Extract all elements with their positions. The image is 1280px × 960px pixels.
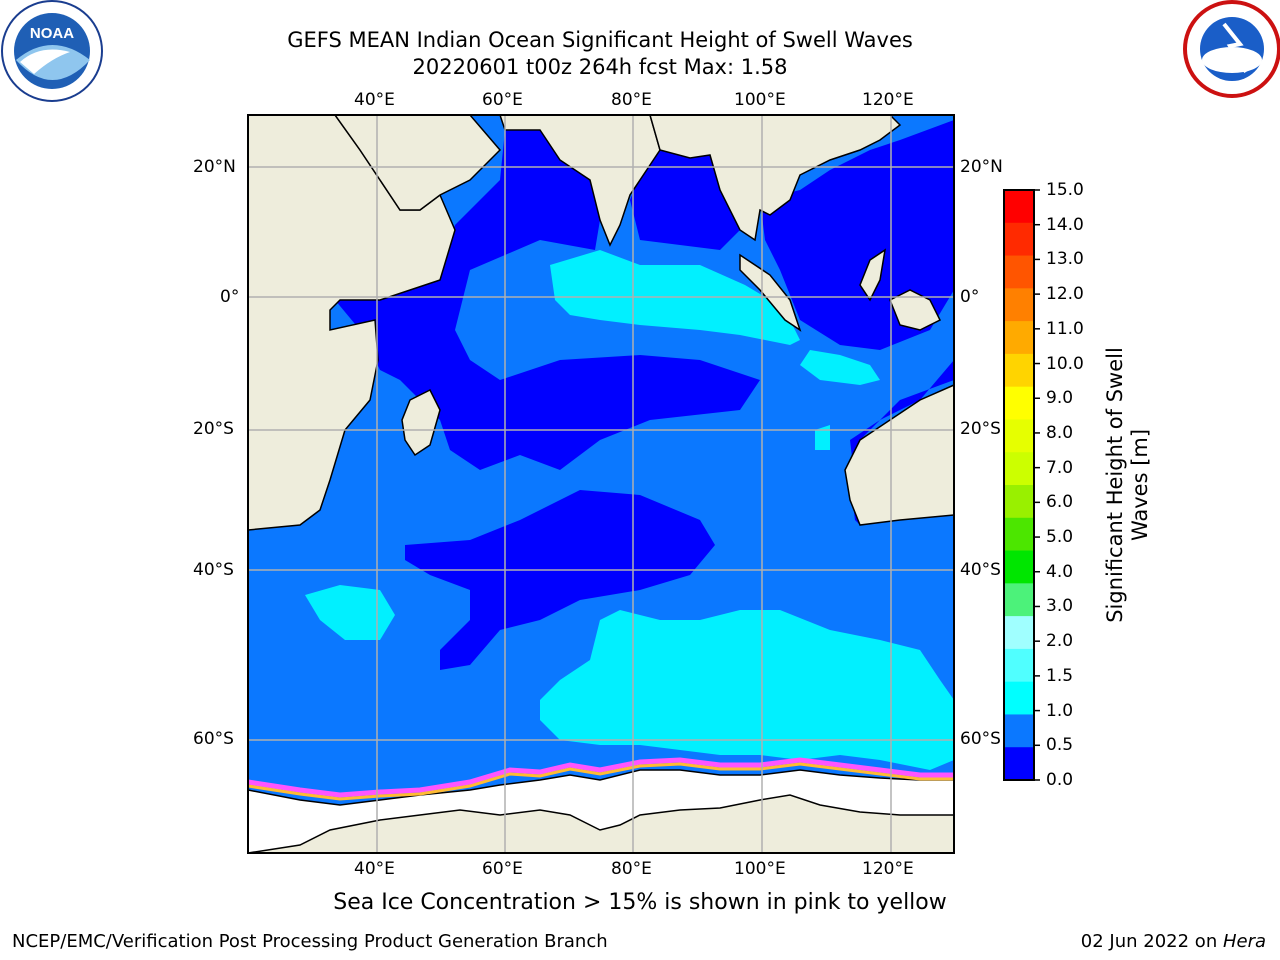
colorbar-tick-label: 0.5 — [1046, 735, 1074, 756]
colorbar-tick-label: 4.0 — [1046, 561, 1074, 582]
colorbar-frame — [1003, 189, 1035, 781]
lat-tick-left-60s: 60°S — [193, 729, 234, 749]
lon-tick-bottom-100e: 100°E — [734, 859, 786, 879]
chart-title-line1: GEFS MEAN Indian Ocean Significant Heigh… — [287, 28, 913, 52]
sulawesi-land — [889, 289, 942, 331]
lat-tick-left-20s: 20°S — [193, 419, 234, 439]
lat-tick-right-60s: 60°S — [960, 729, 1001, 749]
colorbar-segment — [1004, 452, 1034, 486]
lon-tick-bottom-60e: 60°E — [482, 859, 523, 879]
australia-land — [844, 384, 954, 526]
lon-tick-top-80e: 80°E — [611, 90, 652, 110]
lat-tick-left-40s: 40°S — [193, 560, 234, 580]
colorbar-tick-label: 15.0 — [1046, 180, 1084, 200]
colorbar-segment — [1004, 321, 1034, 355]
map-frame — [247, 114, 955, 854]
colorbar-tick-label: 9.0 — [1046, 388, 1074, 409]
swell-low-regions — [335, 120, 954, 670]
lat-tick-left-20n: 20°N — [193, 157, 236, 177]
colorbar-tick-label: 3.0 — [1046, 596, 1074, 617]
antarctica-land — [248, 794, 954, 853]
colorbar-title-line1: Significant Height of Swell — [1103, 347, 1127, 623]
map-plot-area — [247, 114, 955, 854]
colorbar-segment — [1004, 747, 1034, 781]
borneo-land — [859, 248, 887, 302]
colorbar-segment — [1004, 583, 1034, 617]
colorbar-tick-label: 5.0 — [1046, 527, 1074, 548]
colorbar-tick-label: 14.0 — [1046, 214, 1084, 235]
colorbar-tick-label: 10.0 — [1046, 353, 1084, 374]
land-masses — [248, 115, 954, 853]
ice-edge-pink — [248, 757, 954, 798]
lat-tick-right-40s: 40°S — [960, 560, 1001, 580]
lat-tick-right-20s: 20°S — [960, 419, 1001, 439]
nws-logo — [1183, 0, 1280, 98]
lon-tick-bottom-80e: 80°E — [611, 859, 652, 879]
colorbar-tick-label: 6.0 — [1046, 492, 1074, 513]
colorbar-segment — [1004, 550, 1034, 584]
colorbar-segment — [1004, 255, 1034, 289]
lon-tick-top-60e: 60°E — [482, 90, 523, 110]
colorbar-segment — [1004, 353, 1034, 388]
colorbar-segment — [1004, 419, 1034, 453]
colorbar-tick-label: 13.0 — [1046, 249, 1084, 270]
colorbar-title-line2: Waves [m] — [1128, 428, 1152, 542]
colorbar-segment — [1004, 386, 1034, 420]
lon-tick-top-40e: 40°E — [354, 90, 395, 110]
colorbar-segment — [1004, 681, 1034, 715]
asia-land — [649, 115, 902, 242]
colorbar-tick-label: 12.0 — [1046, 284, 1084, 305]
colorbar-tick-label: 7.0 — [1046, 457, 1074, 478]
footer-date: 02 Jun 2022 on Hera — [1081, 931, 1266, 952]
ice-edge-yellow — [248, 762, 954, 801]
lon-tick-bottom-40e: 40°E — [354, 859, 395, 879]
footer-credit: NCEP/EMC/Verification Post Processing Pr… — [12, 931, 608, 952]
chart-title-line2: 20220601 t00z 264h fcst Max: 1.58 — [412, 55, 788, 79]
noaa-logo: NOAA — [1, 0, 103, 102]
colorbar-segment — [1004, 616, 1034, 650]
colorbar-tick-label: 8.0 — [1046, 422, 1074, 443]
lat-tick-left-0: 0° — [220, 287, 240, 307]
lat-tick-right-20n: 20°N — [960, 157, 1003, 177]
colorbar-segment — [1004, 648, 1034, 683]
colorbar-segment — [1004, 714, 1034, 748]
colorbar-segment — [1004, 288, 1034, 322]
madagascar-land — [401, 388, 441, 457]
lat-tick-right-0: 0° — [960, 287, 980, 307]
map-gridlines — [248, 115, 954, 853]
noaa-logo-text: NOAA — [30, 25, 74, 42]
footer-host: Hera — [1222, 931, 1266, 952]
colorbar-segment — [1004, 222, 1034, 257]
colorbar-segment — [1004, 190, 1034, 224]
footer-date-text: 02 Jun 2022 on — [1080, 931, 1223, 952]
colorbar-segment — [1004, 485, 1034, 519]
colorbar-tick-label: 1.0 — [1046, 700, 1074, 721]
sumatra-land — [739, 253, 802, 332]
lon-tick-top-100e: 100°E — [734, 90, 786, 110]
ice-note: Sea Ice Concentration > 15% is shown in … — [333, 890, 947, 915]
colorbar-segment — [1004, 517, 1034, 552]
lon-tick-bottom-120e: 120°E — [862, 859, 914, 879]
colorbar-tick-label: 1.5 — [1046, 665, 1074, 686]
colorbar — [1003, 189, 1040, 781]
colorbar-tick-label: 2.0 — [1046, 631, 1074, 652]
lon-tick-top-120e: 120°E — [862, 90, 914, 110]
colorbar-tick-label: 0.0 — [1046, 770, 1074, 790]
colorbar-tick-label: 11.0 — [1046, 318, 1084, 339]
